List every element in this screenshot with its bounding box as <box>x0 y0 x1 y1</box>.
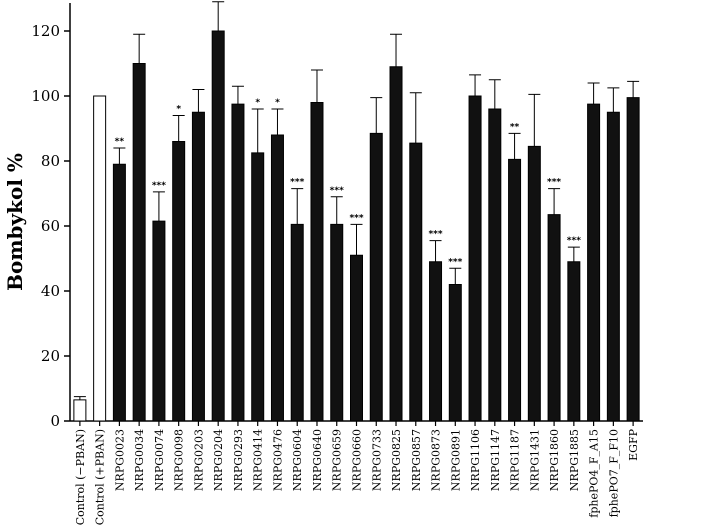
bar <box>606 111 620 422</box>
category-label: NRPG1187 <box>509 429 522 491</box>
significance-marks: ******* ************************ <box>115 98 582 267</box>
y-axis: 0 20 40 60 80 100 120 <box>31 3 71 430</box>
y-tick-label: 80 <box>41 152 60 170</box>
y-tick-label: 0 <box>50 412 60 430</box>
category-label: NRPG0825 <box>390 429 403 491</box>
significance-mark: *** <box>349 213 363 223</box>
bar <box>508 158 522 422</box>
bar <box>310 102 324 422</box>
category-label: EGFP <box>627 428 640 460</box>
significance-mark: *** <box>428 230 442 240</box>
category-label: NRPG0857 <box>410 429 423 491</box>
bar <box>132 63 146 422</box>
y-tick-label: 40 <box>41 282 60 300</box>
category-label: NRPG0640 <box>311 429 324 491</box>
category-label: Control (+PBAN) <box>94 429 107 525</box>
category-label: NRPG0659 <box>331 429 344 491</box>
significance-mark: *** <box>567 236 581 246</box>
bar <box>290 223 304 422</box>
bar <box>251 152 265 422</box>
significance-mark: *** <box>448 257 462 267</box>
significance-mark: *** <box>330 186 344 196</box>
category-label: NRPG0660 <box>351 429 364 491</box>
category-label: NRPG0023 <box>113 429 126 491</box>
category-label: NRPG0034 <box>133 429 146 491</box>
bar <box>547 214 561 422</box>
bar <box>93 95 107 422</box>
bar <box>350 254 363 422</box>
x-axis <box>70 420 643 426</box>
significance-mark: * <box>255 98 260 108</box>
bar <box>231 103 245 422</box>
category-label: fphePO4_F_A15 <box>588 429 601 518</box>
y-tick-label: 100 <box>31 87 60 105</box>
bar <box>211 30 225 422</box>
significance-mark: *** <box>152 181 166 191</box>
category-labels: Control (−PBAN) Control (+PBAN) NRPG0023 NR… <box>74 428 640 525</box>
bar <box>448 284 462 422</box>
category-label: NRPG0204 <box>212 429 225 491</box>
category-label: NRPG0098 <box>173 429 186 491</box>
bar <box>330 223 344 422</box>
category-label: NRPG0414 <box>252 429 265 491</box>
bar <box>429 261 443 422</box>
category-label: NRPG0293 <box>232 429 245 491</box>
bar <box>152 220 166 422</box>
y-tick-label: 120 <box>31 22 60 40</box>
category-label: NRPG0203 <box>192 429 205 491</box>
significance-mark: * <box>176 105 181 115</box>
bar <box>468 95 482 422</box>
bar <box>409 142 423 422</box>
category-label: fphePO7_F_F10 <box>607 429 620 517</box>
category-label: NRPG0476 <box>271 429 284 491</box>
category-label: NRPG0733 <box>370 429 383 491</box>
bar <box>626 97 640 422</box>
error-bars <box>73 1 640 400</box>
significance-mark: *** <box>290 178 304 188</box>
bar <box>587 103 601 422</box>
category-label: NRPG0891 <box>449 429 462 491</box>
bar <box>488 108 502 422</box>
bars <box>73 30 640 422</box>
significance-mark: ** <box>510 122 520 132</box>
category-label: NRPG1885 <box>568 429 581 491</box>
category-label: NRPG1147 <box>489 429 502 491</box>
category-label: NRPG0604 <box>291 429 304 491</box>
category-label: NRPG0873 <box>430 429 443 491</box>
significance-mark: * <box>275 98 280 108</box>
y-tick-label: 20 <box>41 347 60 365</box>
y-tick-label: 60 <box>41 217 60 235</box>
bar <box>112 163 126 422</box>
bar <box>369 132 383 422</box>
category-label: Control (−PBAN) <box>74 429 87 525</box>
bar <box>191 111 205 422</box>
bar <box>389 66 403 422</box>
bar <box>270 134 284 422</box>
significance-mark: *** <box>547 178 561 188</box>
y-axis-label: Bombykol % <box>3 153 27 291</box>
bar <box>172 141 186 422</box>
category-label: NRPG1106 <box>469 429 482 491</box>
bar <box>73 399 87 422</box>
significance-mark: ** <box>115 137 125 147</box>
category-label: NRPG0074 <box>153 429 166 491</box>
bar <box>527 145 541 422</box>
bar <box>567 261 581 422</box>
category-label: NRPG1860 <box>548 429 561 491</box>
category-label: NRPG1431 <box>528 429 541 491</box>
